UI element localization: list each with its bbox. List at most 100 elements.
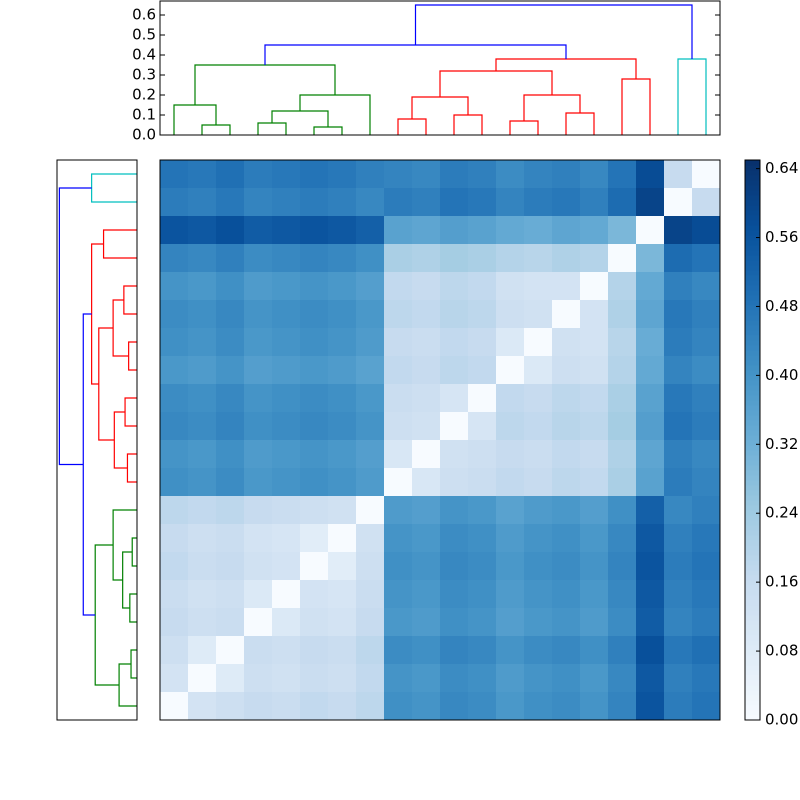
dendrogram-link: [131, 537, 137, 567]
colorbar-segment: [745, 445, 760, 451]
colorbar-segment: [745, 560, 760, 566]
heatmap-cell: [608, 468, 637, 497]
heatmap-cell: [524, 552, 553, 581]
heatmap-cell: [160, 692, 189, 721]
colorbar-segment: [745, 710, 760, 716]
heatmap-cell: [160, 272, 189, 301]
colorbar-segment: [745, 690, 760, 696]
heatmap-cell: [664, 412, 693, 441]
colorbar-segment: [745, 245, 760, 251]
heatmap-cell: [496, 636, 525, 665]
heatmap-cell: [244, 160, 273, 189]
heatmap-cell: [468, 356, 497, 385]
y-tick-label: 0.0: [132, 126, 156, 144]
heatmap-cell: [608, 440, 637, 469]
heatmap-cell: [552, 468, 581, 497]
heatmap-cell: [356, 440, 385, 469]
heatmap-cell: [272, 440, 301, 469]
heatmap-cell: [356, 328, 385, 357]
colorbar-segment: [745, 630, 760, 636]
heatmap-cell: [160, 664, 189, 693]
heatmap-cell: [580, 160, 609, 189]
heatmap-cell: [552, 664, 581, 693]
dendrogram-link: [123, 285, 137, 315]
heatmap-cell: [244, 300, 273, 329]
colorbar-segment: [745, 350, 760, 356]
heatmap-cell: [272, 608, 301, 637]
heatmap-cell: [636, 664, 665, 693]
colorbar-segment: [745, 555, 760, 561]
heatmap-cell: [580, 440, 609, 469]
heatmap-cell: [244, 356, 273, 385]
heatmap-cell: [328, 440, 357, 469]
colorbar-segment: [745, 625, 760, 631]
heatmap-cell: [300, 440, 329, 469]
heatmap-cell: [524, 188, 553, 217]
heatmap-cell: [328, 636, 357, 665]
heatmap-cell: [272, 636, 301, 665]
colorbar-segment: [745, 470, 760, 476]
heatmap-cell: [300, 356, 329, 385]
heatmap-cell: [412, 356, 441, 385]
heatmap-cell: [692, 244, 721, 273]
heatmap-cell: [244, 580, 273, 609]
colorbar-segment: [745, 390, 760, 396]
colorbar-segment: [745, 615, 760, 621]
heatmap-cell: [160, 216, 189, 245]
heatmap-cell: [188, 580, 217, 609]
colorbar-segment: [745, 210, 760, 216]
heatmap-cell: [496, 272, 525, 301]
colorbar-segment: [745, 225, 760, 231]
heatmap-cell: [244, 524, 273, 553]
heatmap-cell: [580, 328, 609, 357]
heatmap-cell: [664, 440, 693, 469]
heatmap-cell: [188, 496, 217, 525]
colorbar-segment: [745, 165, 760, 171]
colorbar-segment: [745, 415, 760, 421]
heatmap-cell: [468, 580, 497, 609]
heatmap-cell: [356, 412, 385, 441]
heatmap-cell: [440, 300, 469, 329]
heatmap-cell: [412, 300, 441, 329]
heatmap-cell: [160, 468, 189, 497]
heatmap-cell: [524, 300, 553, 329]
heatmap-cell: [188, 524, 217, 553]
colorbar-segment: [745, 365, 760, 371]
colorbar-segment: [745, 535, 760, 541]
colorbar-segment: [745, 570, 760, 576]
heatmap-cell: [384, 300, 413, 329]
heatmap-cell: [440, 356, 469, 385]
heatmap-cell: [440, 468, 469, 497]
heatmap-cell: [580, 356, 609, 385]
heatmap-cell: [524, 328, 553, 357]
heatmap-cell: [300, 468, 329, 497]
colorbar-segment: [745, 645, 760, 651]
colorbar-segment: [745, 215, 760, 221]
heatmap-cell: [300, 160, 329, 189]
colorbar-segment: [745, 295, 760, 301]
heatmap-cell: [552, 608, 581, 637]
heatmap-cell: [272, 328, 301, 357]
heatmap-cell: [300, 412, 329, 441]
heatmap-cell: [216, 608, 245, 637]
heatmap-cell: [552, 636, 581, 665]
colorbar-segment: [745, 700, 760, 706]
heatmap-cell: [160, 384, 189, 413]
heatmap-cell: [384, 356, 413, 385]
heatmap-cell: [552, 552, 581, 581]
heatmap-cell: [608, 664, 637, 693]
heatmap-cell: [160, 412, 189, 441]
heatmap-cell: [552, 300, 581, 329]
heatmap-cell: [272, 580, 301, 609]
colorbar-segment: [745, 655, 760, 661]
heatmap-cell: [216, 496, 245, 525]
axes-frame: [159, 0, 721, 136]
heatmap-cell: [384, 468, 413, 497]
heatmap-cell: [356, 580, 385, 609]
colorbar-segment: [745, 260, 760, 266]
colorbar-segment: [745, 160, 760, 166]
heatmap-cell: [636, 272, 665, 301]
colorbar-segment: [745, 705, 760, 711]
heatmap-cell: [580, 188, 609, 217]
colorbar-segment: [745, 495, 760, 501]
